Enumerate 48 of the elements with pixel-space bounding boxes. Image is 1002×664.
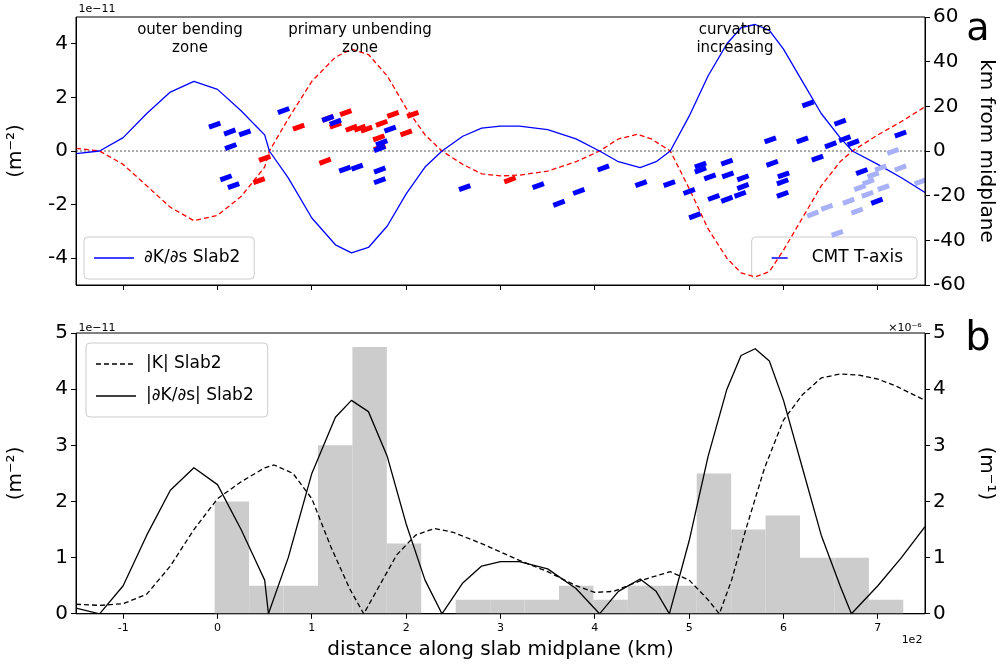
y2-tick-label: 2 (933, 487, 946, 512)
y2-tick-label: -60 (933, 271, 966, 296)
y2-tick-label: 4 (933, 375, 946, 400)
x-tick-label: 3 (497, 621, 504, 635)
text: 1e2 (901, 632, 923, 646)
text: 1e−11 (78, 1, 116, 15)
annotation: outer bending zone (137, 19, 243, 56)
legend-label: ∂K/∂s Slab2 (144, 246, 241, 267)
y2-tick-label: 60 (933, 3, 959, 28)
x-tick-label: 2 (402, 621, 410, 635)
y-tick-label: 4 (55, 30, 68, 54)
x-tick-label: 5 (685, 621, 693, 635)
y2-tick-label: 0 (933, 137, 946, 162)
y-tick-label: -2 (48, 190, 68, 215)
legend-label: |∂K/∂s| Slab2 (146, 384, 254, 405)
y2-tick-label: 3 (933, 431, 946, 456)
x-tick-label: 0 (214, 621, 221, 635)
y2-axis-title: (m⁻¹) (975, 446, 1000, 501)
x-tick-label: 6 (780, 621, 787, 635)
x-tick-label: -1 (117, 621, 129, 635)
y-tick-label: -4 (48, 244, 68, 269)
y2-tick-label: -40 (933, 226, 966, 251)
y2-tick-label: 1 (933, 543, 946, 568)
annotation: ×10⁻⁶ (888, 320, 923, 334)
y2-axis-title: km from midplane (975, 59, 1000, 243)
annotation: primary unbending zone (288, 19, 432, 56)
text: a (966, 4, 990, 49)
x-axis-title: distance along slab midplane (km) (327, 636, 674, 661)
x-tick-label: 7 (874, 621, 882, 635)
y2-tick-label: 5 (933, 319, 946, 344)
y2-tick-label: 40 (933, 47, 959, 72)
text: b (965, 313, 991, 360)
y-axis-title: (m⁻²) (2, 446, 27, 501)
x-tick-label: 1 (308, 621, 316, 635)
legend-label: |K| Slab2 (146, 352, 222, 373)
y-tick-label: 2 (55, 83, 68, 108)
y-tick-label: 1 (55, 543, 68, 568)
y2-tick-label: 20 (933, 92, 959, 117)
annotation: 1e−11 (78, 320, 116, 334)
y-tick-label: 2 (55, 487, 68, 512)
y-tick-label: 5 (55, 319, 68, 344)
y-axis-title: (m⁻²) (2, 124, 27, 178)
y-tick-label: 0 (55, 137, 68, 162)
legend-label: CMT T-axis (811, 246, 904, 267)
x-tick-label: 4 (591, 621, 599, 635)
y-tick-label: 3 (55, 431, 68, 456)
y2-tick-label: -20 (933, 181, 966, 206)
y-tick-label: 4 (55, 375, 68, 400)
